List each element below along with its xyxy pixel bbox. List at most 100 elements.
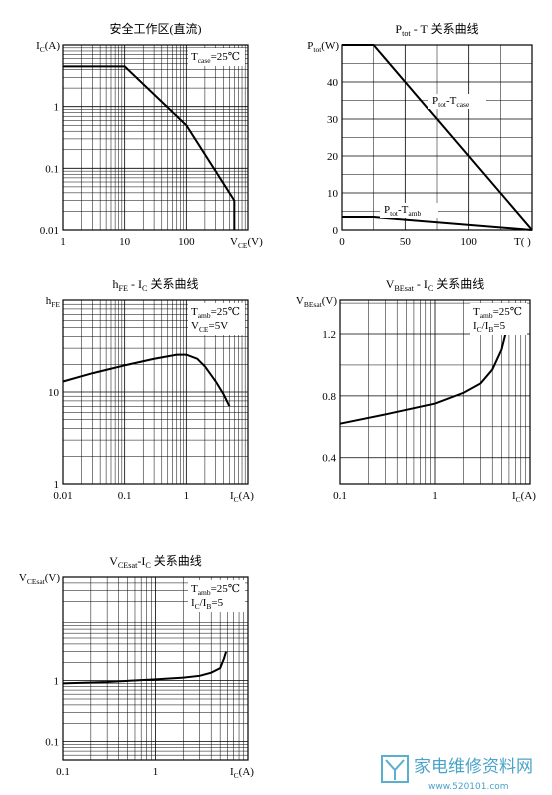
chart-title-part: V bbox=[386, 277, 395, 291]
x-axis-label-part: I bbox=[230, 766, 234, 778]
annotation: VCE=5V bbox=[191, 320, 228, 334]
series-label-bg bbox=[428, 94, 486, 109]
y-axis-label-part: CEsat bbox=[27, 577, 46, 586]
x-tick-label: 0 bbox=[339, 236, 345, 248]
chart-title: hFE - IC 关系曲线 bbox=[113, 277, 199, 293]
series-label-part: case bbox=[456, 100, 470, 109]
y-axis-label-part: (V) bbox=[322, 295, 338, 307]
annotation-part: T bbox=[473, 306, 480, 318]
x-axis-label-part: V bbox=[230, 236, 238, 248]
annotation: Tcase=25℃ bbox=[191, 51, 240, 65]
y-axis-label-part: P bbox=[307, 40, 313, 52]
y-tick-label: 20 bbox=[327, 151, 339, 163]
chart-title: Ptot - T 关系曲线 bbox=[395, 22, 478, 38]
annotation-box bbox=[470, 303, 527, 335]
plot-frame bbox=[62, 299, 249, 485]
chart-title: VBEsat - IC 关系曲线 bbox=[386, 277, 485, 293]
x-axis-label-part: C bbox=[516, 495, 521, 504]
y-tick-label: 30 bbox=[327, 114, 339, 126]
chart-title-part: tot bbox=[402, 29, 411, 38]
x-axis-label-part: (A) bbox=[239, 490, 255, 502]
y-axis-label-part: tot bbox=[313, 45, 322, 54]
chart-title-part: CEsat bbox=[118, 561, 138, 570]
chart-title-part: - I bbox=[414, 277, 428, 291]
x-tick-label: 0.1 bbox=[118, 490, 132, 502]
logo-mark bbox=[385, 759, 405, 780]
annotation-part: V bbox=[191, 320, 199, 332]
chart-title: VCEsat-IC 关系曲线 bbox=[109, 554, 202, 570]
x-axis-label-part: (A) bbox=[521, 490, 537, 502]
y-tick-label: 40 bbox=[327, 77, 339, 89]
watermark-text: 家电维修资料网 bbox=[414, 757, 533, 777]
y-tick-label: 1 bbox=[54, 102, 60, 114]
series-label-part: -T bbox=[398, 204, 409, 216]
watermark-logo bbox=[381, 755, 409, 783]
y-tick-label: 1.2 bbox=[322, 329, 336, 341]
annotation-part: amb bbox=[198, 311, 211, 320]
chart-title: 安全工作区(直流) bbox=[110, 21, 202, 36]
logo-box bbox=[381, 755, 409, 783]
y-axis-label-part: (A) bbox=[45, 40, 61, 52]
series-label: Ptot-Tcase bbox=[432, 95, 470, 109]
x-tick-label: 10 bbox=[119, 236, 131, 248]
annotation: Tamb=25℃ bbox=[473, 306, 522, 320]
x-axis-label: VCE(V) bbox=[230, 236, 263, 250]
annotation-part: =25℃ bbox=[211, 306, 241, 318]
x-axis-label-part: C bbox=[234, 495, 239, 504]
plot-frame bbox=[62, 576, 249, 761]
series-label-part: tot bbox=[390, 209, 399, 218]
y-axis-label-part: h bbox=[46, 295, 52, 307]
annotation-part: B bbox=[206, 602, 211, 611]
series-label-bg bbox=[380, 203, 438, 218]
annotation-part: I bbox=[473, 320, 477, 332]
annotation-part: =25℃ bbox=[211, 51, 241, 63]
chart-title-part: 安全工作区(直流) bbox=[110, 21, 202, 36]
chart-title-part: - T 关系曲线 bbox=[411, 22, 479, 36]
x-tick-label: 50 bbox=[400, 236, 412, 248]
y-axis-label: VBEsat(V) bbox=[296, 295, 337, 309]
annotation-part: case bbox=[198, 56, 212, 65]
chart-title-part: - I bbox=[128, 277, 142, 291]
chart-title-part: 关系曲线 bbox=[147, 277, 198, 291]
series-line bbox=[342, 216, 533, 231]
x-tick-label: 1 bbox=[432, 490, 438, 502]
chart-title-part: FE bbox=[119, 284, 129, 293]
x-axis-label-part: T( ) bbox=[514, 236, 531, 248]
x-axis-label: IC(A) bbox=[230, 766, 254, 780]
y-tick-label: 0.1 bbox=[45, 737, 59, 749]
annotation-box bbox=[188, 303, 245, 335]
annotation-part: B bbox=[488, 325, 493, 334]
x-axis-label-part: (V) bbox=[248, 236, 264, 248]
y-axis-label-part: V bbox=[296, 295, 304, 307]
annotation-part: C bbox=[477, 325, 482, 334]
chart-title-part: C bbox=[142, 284, 147, 293]
x-tick-label: 0.1 bbox=[333, 490, 347, 502]
chart-title-part: 关系曲线 bbox=[151, 554, 202, 568]
annotation-part: C bbox=[195, 602, 200, 611]
annotation-part: amb bbox=[480, 311, 493, 320]
x-tick-label: 1 bbox=[184, 490, 190, 502]
annotation-part: /I bbox=[482, 320, 489, 332]
x-tick-label: 0.1 bbox=[56, 766, 70, 778]
x-tick-label: 1 bbox=[153, 766, 159, 778]
plot-frame bbox=[62, 44, 249, 231]
annotation-box bbox=[188, 48, 245, 66]
series-label-part: P bbox=[432, 95, 438, 107]
y-axis-label-part: FE bbox=[51, 300, 60, 309]
y-tick-label: 10 bbox=[327, 188, 339, 200]
annotation-box bbox=[188, 580, 245, 612]
x-axis-label-part: I bbox=[230, 490, 234, 502]
chart-title-part: V bbox=[109, 554, 118, 568]
y-axis-label-part: BEsat bbox=[304, 300, 323, 309]
annotation-part: =5V bbox=[209, 320, 229, 332]
annotation-part: CE bbox=[199, 325, 209, 334]
y-axis-label-part: (W) bbox=[321, 40, 339, 52]
chart-title-part: h bbox=[113, 277, 119, 291]
y-tick-label: 1 bbox=[54, 479, 60, 491]
annotation-part: I bbox=[191, 597, 195, 609]
annotation-part: T bbox=[191, 306, 198, 318]
y-axis-label: VCEsat(V) bbox=[19, 572, 60, 586]
annotation-part: =25℃ bbox=[211, 583, 241, 595]
y-axis-label-part: I bbox=[36, 40, 40, 52]
annotation-part: amb bbox=[198, 588, 211, 597]
